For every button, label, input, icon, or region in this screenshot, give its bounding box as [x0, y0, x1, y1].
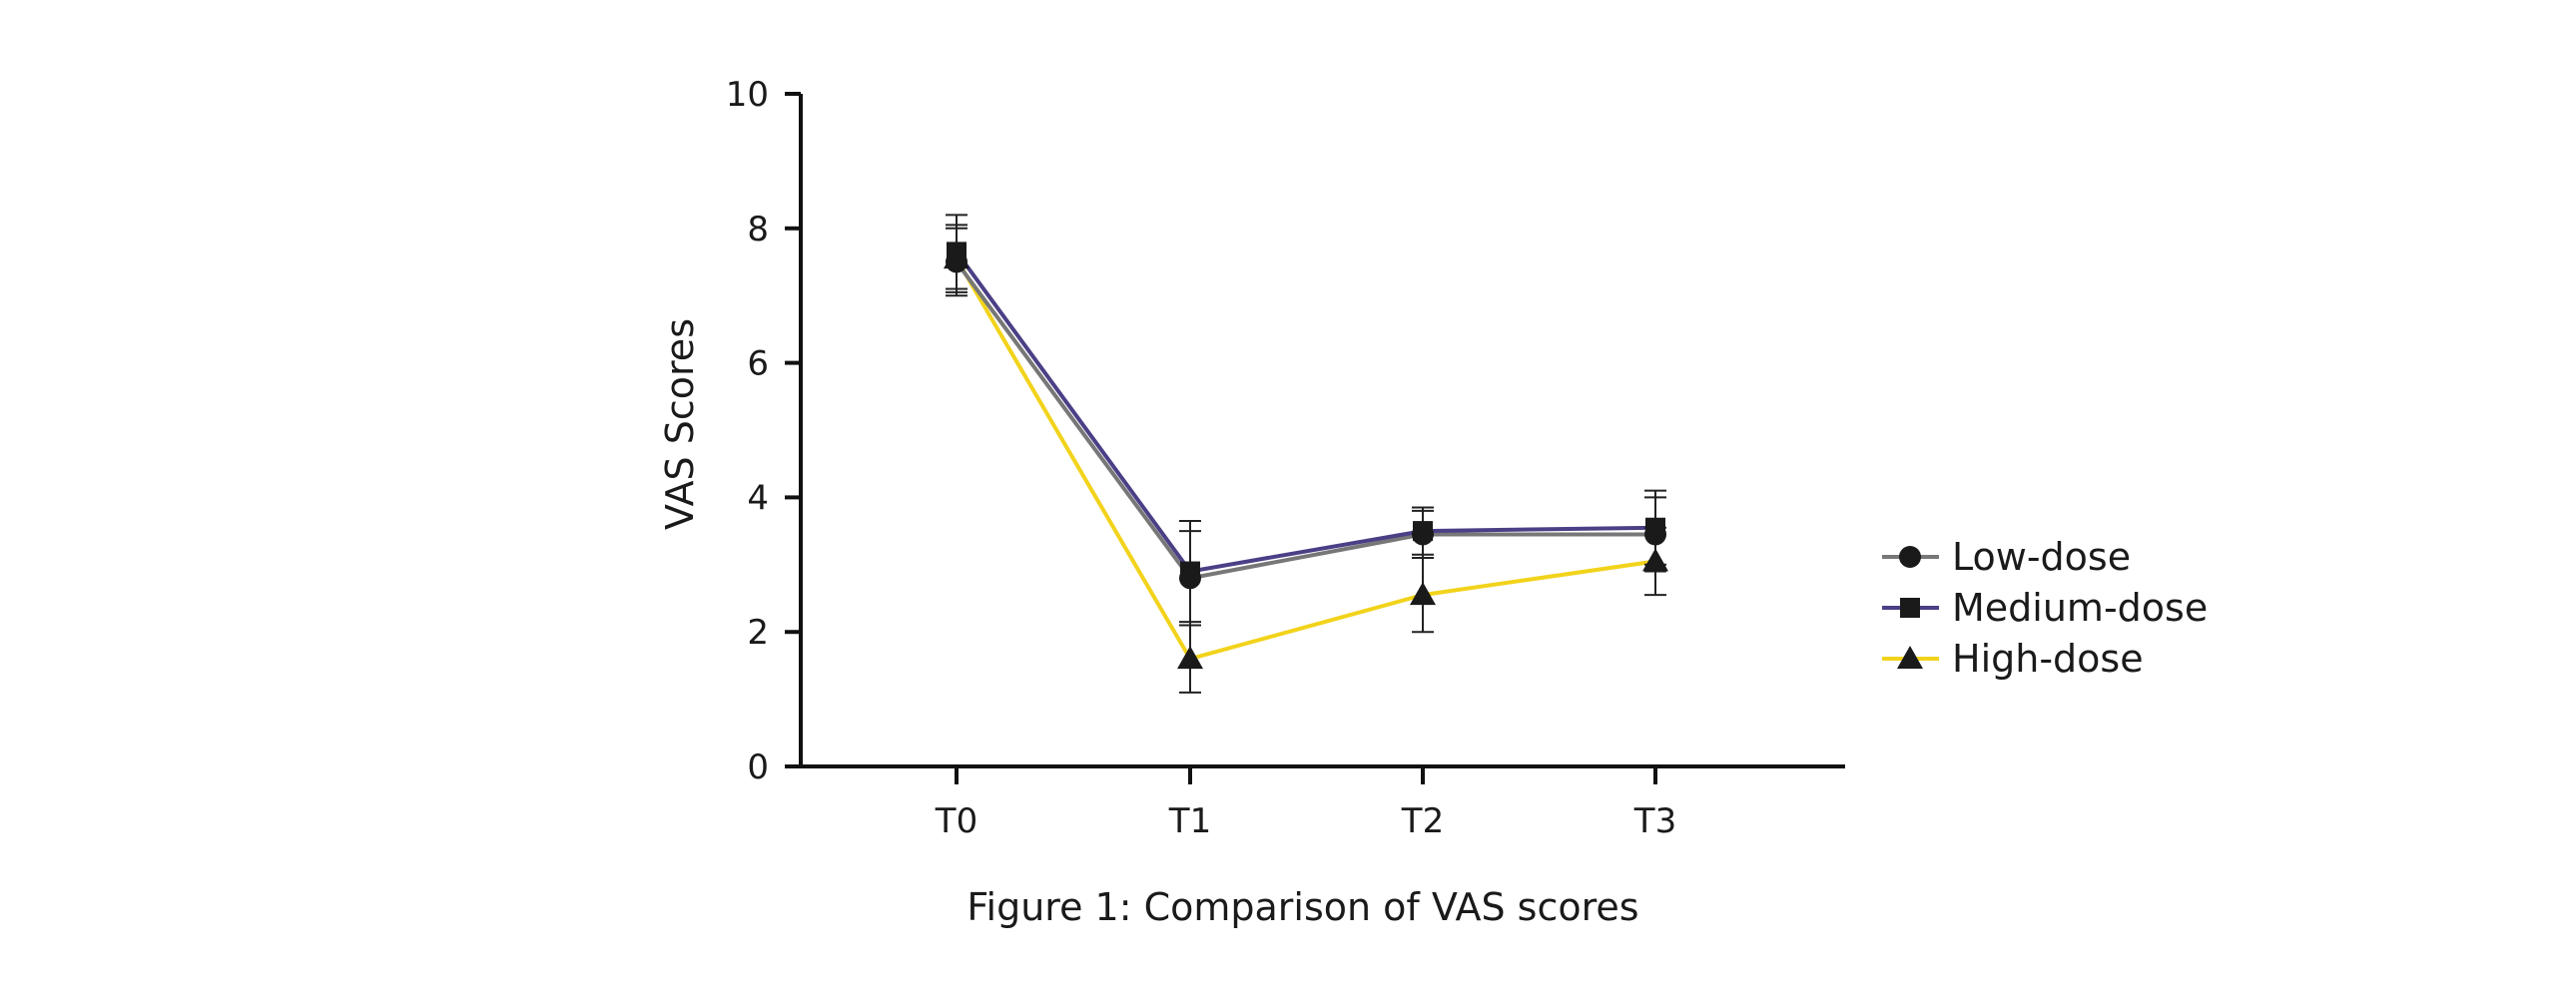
legend-marker — [1899, 546, 1921, 568]
data-point-medium-dose — [947, 242, 966, 262]
legend-label: Medium-dose — [1952, 586, 2208, 630]
y-tick-label: 2 — [747, 613, 769, 653]
x-tick-label: T3 — [1633, 801, 1676, 841]
data-point-high-dose — [1410, 582, 1436, 606]
series-line-medium-dose — [955, 250, 1656, 574]
legend-marker — [1900, 598, 1920, 618]
y-tick-label: 10 — [726, 75, 769, 115]
legend-marker — [1897, 646, 1923, 669]
legend-label: Low-dose — [1952, 535, 2131, 579]
series-layer — [944, 214, 1668, 694]
figure-caption: Figure 1: Comparison of VAS scores — [966, 885, 1638, 929]
data-point-medium-dose — [1645, 517, 1665, 538]
y-axis-title: VAS Scores — [658, 318, 702, 530]
legend: Low-dose Medium-dose High-dose — [1882, 535, 2208, 681]
chart-axes — [799, 94, 1845, 768]
y-tick-label: 0 — [747, 747, 769, 787]
x-tick-label: T2 — [1401, 801, 1444, 841]
data-point-medium-dose — [1413, 521, 1433, 542]
x-tick-label: T1 — [1168, 801, 1211, 841]
x-ticks: T0 T1 T2 T3 — [935, 766, 1676, 841]
y-tick-label: 4 — [747, 478, 769, 518]
legend-label: High-dose — [1952, 637, 2144, 681]
series-line-high-dose — [955, 257, 1656, 662]
x-tick-label: T0 — [935, 801, 977, 841]
data-point-high-dose — [1642, 548, 1668, 572]
y-tick-label: 8 — [747, 210, 769, 249]
series-line-low-dose — [955, 260, 1655, 581]
y-tick-label: 6 — [747, 344, 769, 384]
y-ticks: 0 2 4 6 8 10 — [726, 75, 801, 787]
data-point-high-dose — [1177, 646, 1203, 670]
data-point-medium-dose — [1180, 561, 1200, 582]
